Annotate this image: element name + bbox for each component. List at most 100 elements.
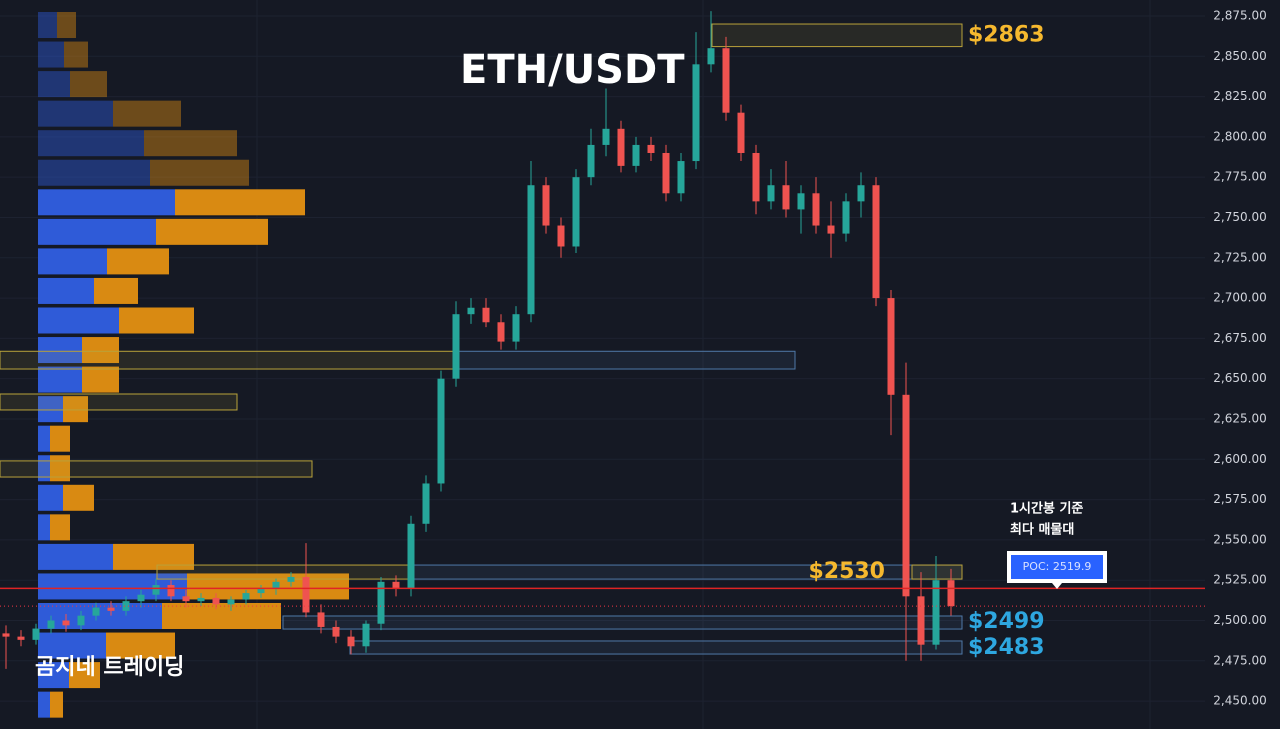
profile-buy-bar	[38, 248, 107, 275]
zone-box	[711, 23, 963, 48]
candle-body	[827, 225, 835, 234]
candle-body	[932, 580, 940, 645]
candle-body	[737, 112, 745, 153]
poc-note: 1시간봉 기준	[1010, 501, 1083, 517]
profile-buy-bar	[38, 662, 69, 689]
y-tick-label: 2,675.00	[1213, 331, 1266, 345]
poc-box-inner	[1011, 555, 1103, 579]
candle-body	[632, 144, 640, 166]
profile-sell-bar	[82, 337, 119, 364]
candle-body	[287, 576, 295, 582]
y-tick-label: 2,475.00	[1213, 653, 1266, 667]
candle-body	[812, 193, 820, 226]
profile-sell-bar	[144, 130, 237, 157]
candle-body	[272, 581, 280, 589]
candle-body	[857, 185, 865, 202]
profile-buy-bar	[38, 12, 57, 38]
zone-label: $2530	[808, 559, 885, 584]
candle-body	[482, 307, 490, 323]
profile-buy-bar	[38, 337, 82, 364]
y-tick-label: 2,625.00	[1213, 411, 1266, 425]
candle-body	[692, 64, 700, 162]
candle-body	[317, 612, 325, 627]
candle-body	[92, 607, 100, 616]
candle-body	[167, 585, 175, 597]
candle-body	[662, 152, 670, 194]
y-tick-label: 2,875.00	[1213, 8, 1266, 22]
candle-body	[347, 636, 355, 647]
y-tick-label: 2,750.00	[1213, 210, 1266, 224]
profile-sell-bar	[113, 100, 181, 127]
profile-sell-bar	[156, 218, 268, 245]
y-axis: 2,450.00 2,475.00 2,500.00 2,525.00 2,550.00…	[1205, 0, 1280, 729]
candle-body	[917, 596, 925, 645]
profile-buy-bar	[38, 159, 150, 186]
profile-buy-bar	[38, 277, 94, 304]
profile-sell-bar	[69, 662, 100, 689]
candle-body	[677, 161, 685, 194]
candle-body	[842, 201, 850, 234]
profile-sell-bar	[63, 396, 88, 423]
y-tick-label: 2,700.00	[1213, 291, 1266, 305]
axis-background	[1205, 0, 1280, 729]
candles	[2, 11, 955, 669]
profile-sell-bar	[187, 573, 349, 600]
profile-sell-bar	[63, 484, 94, 511]
profile-sell-bar	[150, 159, 249, 186]
candle-body	[722, 48, 730, 113]
profile-buy-bar	[38, 396, 63, 423]
chart-title: ETH/USDT	[460, 47, 685, 93]
zones: $2863 $2530 $2499$2483	[0, 22, 1045, 660]
candle-body	[512, 314, 520, 342]
poc-note: 최다 매물대	[1010, 522, 1074, 538]
candle-body	[887, 298, 895, 395]
y-tick-label: 2,775.00	[1213, 170, 1266, 184]
profile-buy-bar	[38, 366, 82, 393]
profile-buy-bar	[38, 41, 64, 68]
candle-body	[62, 620, 70, 626]
zone-box	[0, 393, 238, 411]
candle-body	[557, 225, 565, 247]
candle-body	[77, 615, 85, 626]
candle-body	[437, 378, 445, 484]
candle-body	[497, 322, 505, 342]
y-tick-label: 2,600.00	[1213, 452, 1266, 466]
profile-buy-bar	[38, 573, 187, 600]
zone-box	[282, 615, 963, 630]
profile-buy-bar	[38, 130, 144, 157]
profile-buy-bar	[38, 425, 50, 452]
profile-buy-bar	[38, 543, 113, 570]
candle-body	[422, 483, 430, 524]
profile-buy-bar	[38, 100, 113, 127]
candle-body	[467, 307, 475, 315]
candle-body	[137, 594, 145, 602]
candle-body	[107, 607, 115, 611]
profile-buy-bar	[38, 514, 50, 541]
candle-body	[572, 177, 580, 247]
candle-body	[212, 597, 220, 605]
profile-buy-bar	[38, 189, 175, 216]
candle-body	[872, 185, 880, 299]
candle-body	[17, 636, 25, 640]
y-tick-label: 2,825.00	[1213, 89, 1266, 103]
candle-body	[302, 576, 310, 613]
candle-body	[767, 185, 775, 202]
profile-buy-bar	[38, 603, 162, 629]
candle-body	[377, 581, 385, 624]
profile-buy-bar	[38, 632, 106, 659]
y-tick-label: 2,800.00	[1213, 129, 1266, 143]
zone-box	[0, 350, 454, 370]
zone-box	[452, 350, 796, 370]
candle-body	[527, 185, 535, 315]
candle-body	[242, 593, 250, 600]
candle-body	[32, 628, 40, 640]
grid	[0, 15, 1205, 702]
profile-sell-bar	[50, 691, 63, 718]
profile-buy-bar	[38, 218, 156, 245]
profile-sell-bar	[50, 455, 70, 482]
candle-body	[647, 144, 655, 153]
zone-box	[911, 564, 963, 580]
profile-buy-bar	[38, 307, 119, 334]
profile-sell-bar	[50, 514, 70, 541]
profile-sell-bar	[70, 71, 107, 98]
